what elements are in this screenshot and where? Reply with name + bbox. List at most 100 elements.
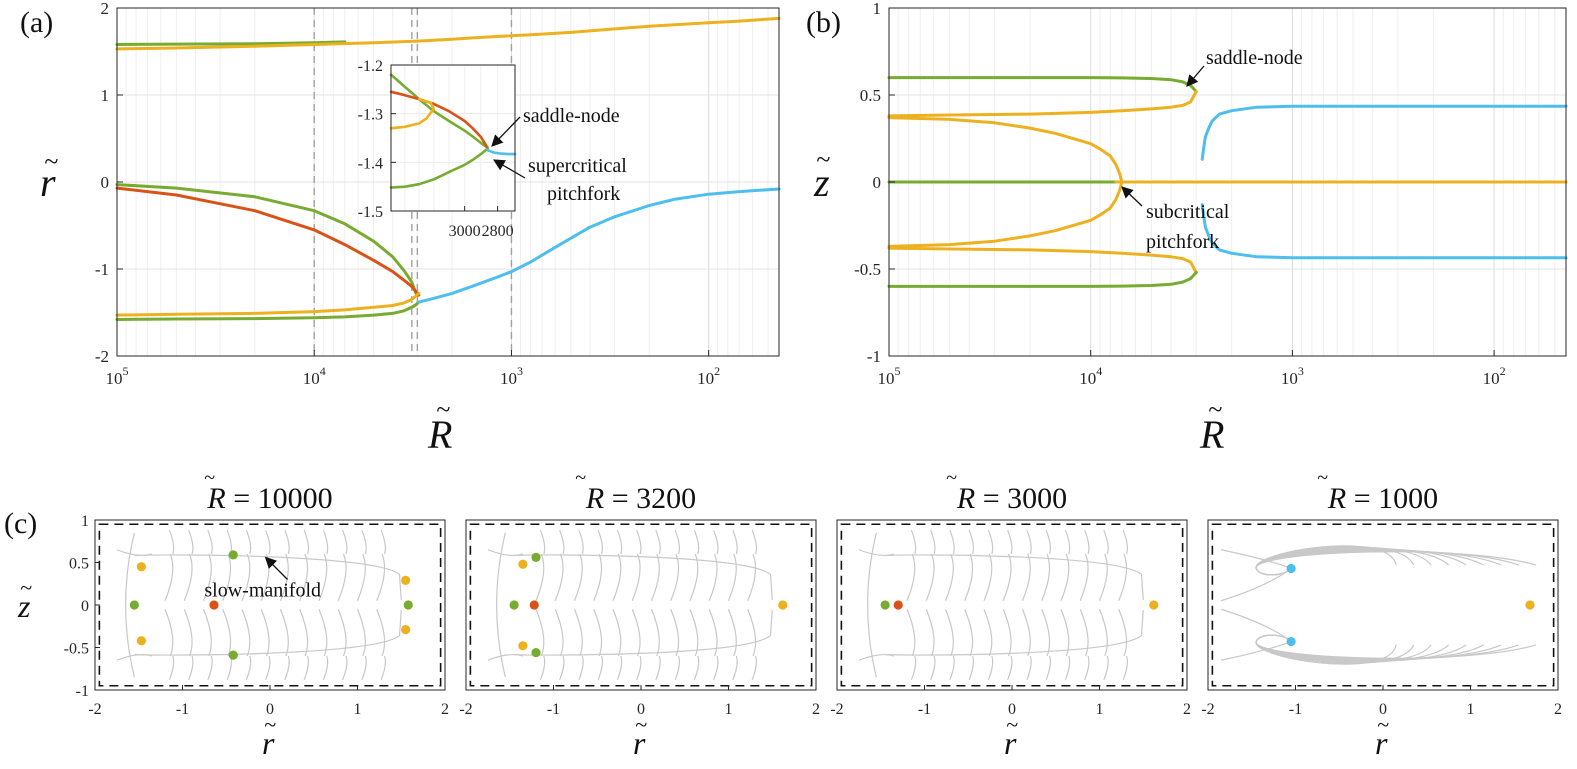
- fixed-point-orange: [401, 575, 411, 585]
- flow-line-approach-top-1: [693, 655, 700, 681]
- panel-c-xtick-label: 2: [441, 701, 449, 718]
- flow-line-spiral-3: [1255, 634, 1397, 665]
- panel-c-title: R = 1000: [1327, 482, 1438, 515]
- flow-line-approach-2: [944, 609, 954, 657]
- flow-line-approach-top-0: [284, 655, 290, 681]
- flow-line-approach-2: [1079, 609, 1089, 657]
- inset-ticks: -1.2 -1.3 -1.4 -1.5 3000 2800: [358, 58, 514, 240]
- fixed-point-green: [228, 550, 238, 560]
- panel-c-xtick-label: 0: [637, 701, 645, 718]
- panel-a-ytick-label: -1: [95, 260, 109, 279]
- flow-line-approach-top-1: [578, 655, 584, 681]
- panel-c-xtick-label: -1: [176, 701, 189, 718]
- annotation-slow-manifold: slow-manifold: [204, 580, 321, 602]
- flow-line-approach-0: [164, 609, 174, 657]
- panel-c-ytick-label: 0: [81, 598, 89, 615]
- annotation-pitchfork-b: pitchfork: [1146, 231, 1219, 253]
- flow-line-approach-top-1: [616, 529, 623, 555]
- flow-line-approach-top-2: [1045, 529, 1051, 555]
- flow-line-approach-1: [535, 609, 545, 657]
- flow-line-approach-0: [299, 553, 309, 601]
- flow-line-spiral-in-3: [1220, 608, 1292, 643]
- flow-line-approach-2: [906, 609, 916, 657]
- flow-line-approach-2: [1098, 609, 1108, 657]
- flow-line-approach-top-0: [265, 655, 271, 681]
- panel-c-title-tilde: ~: [204, 467, 215, 489]
- flow-line-approach-top-2: [1007, 655, 1013, 681]
- flow-line-approach-0: [337, 609, 347, 657]
- flow-line-approach-top-0: [380, 529, 386, 555]
- flow-line-approach-0: [376, 609, 386, 657]
- flow-line-approach-top-2: [930, 655, 936, 681]
- flow-line-approach-top-1: [693, 529, 700, 555]
- panel-c-title: R = 10000: [206, 482, 332, 515]
- flow-line-approach-0: [279, 609, 289, 657]
- panel-c-ytick-label: 1: [81, 513, 89, 530]
- flow-line-approach-top-0: [226, 655, 232, 681]
- flow-line-approach-top-1: [655, 655, 661, 681]
- flow-line-approach-top-1: [732, 529, 738, 555]
- inset-ytick-label: -1.3: [358, 107, 383, 124]
- flow-line-approach-1: [631, 553, 641, 601]
- fixed-point-green: [880, 600, 890, 610]
- flow-line-approach-2: [1002, 553, 1012, 601]
- panel-c-dashed-domain: [469, 523, 813, 687]
- flow-line-approach-1: [631, 609, 641, 657]
- flow-line-approach-top-0: [342, 529, 348, 555]
- flow-line-approach-1: [708, 553, 718, 601]
- flow-line-approach-1: [689, 553, 699, 601]
- flow-line-approach-0: [183, 553, 193, 601]
- panel-a-series-orange-upper: [115, 16, 781, 51]
- panel-b-xtick-label: 102: [1483, 364, 1506, 388]
- panel-b-ytick-label: 0: [873, 173, 882, 192]
- flow-line-approach-0: [376, 553, 386, 601]
- flow-line-approach-top-1: [559, 655, 565, 681]
- fixed-point-blue: [1286, 563, 1296, 574]
- flow-line-approach-2: [925, 553, 935, 601]
- flow-line-approach-0: [241, 553, 251, 601]
- flow-line-approach-1: [650, 609, 660, 657]
- flow-line-approach-2: [925, 609, 935, 657]
- panel-c-xtick-label: -2: [459, 701, 472, 718]
- flow-line-approach-2: [1041, 553, 1051, 601]
- flow-line-approach-top-1: [655, 529, 661, 555]
- panel-a-xlabel-tilde: ~: [436, 395, 450, 424]
- panel-c-xlabel: r: [1375, 725, 1388, 761]
- panel-c-xtick-label: 1: [725, 701, 733, 718]
- panel-c-xtick-label: 2: [1183, 701, 1191, 718]
- flow-line-approach-top-1: [751, 655, 757, 681]
- flow-line-approach-top-0: [361, 529, 367, 555]
- flow-line-left-corner-1: [487, 654, 524, 661]
- panel-a-ytick-label: 2: [101, 0, 110, 18]
- flow-line-approach-0: [318, 609, 328, 657]
- flow-line-approach-top-0: [284, 529, 290, 555]
- flow-line-approach-top-2: [1084, 529, 1090, 555]
- panel-a-series-green-upper-ext: [115, 183, 418, 295]
- panel-a-series-green-lower: [115, 300, 421, 321]
- flow-line-approach-top-1: [674, 655, 680, 681]
- flow-line-approach-2: [964, 609, 974, 657]
- flow-line-approach-top-2: [930, 529, 936, 555]
- flow-line-approach-top-1: [597, 655, 603, 681]
- flow-line-approach-top-2: [910, 655, 917, 681]
- flow-line-approach-2: [1079, 553, 1089, 601]
- panel-c-xtick-label: -1: [918, 701, 931, 718]
- flow-line-left-edge-0: [125, 532, 135, 678]
- inset-ytick-label: -1.5: [358, 204, 383, 221]
- flow-line-approach-2: [1118, 553, 1128, 601]
- panel-c-ytick-label: 0.5: [69, 556, 89, 573]
- panel-b-xtick-label: 103: [1281, 364, 1304, 388]
- panel-c-subplot-3: -2 -1 0 1 2r~R = 1000~: [1201, 467, 1562, 761]
- flow-line-approach-top-0: [168, 655, 175, 681]
- flow-line-approach-0: [299, 609, 309, 657]
- flow-line-approach-top-0: [303, 655, 309, 681]
- panel-a-xtick-label: 103: [500, 364, 523, 388]
- flow-line-approach-top-1: [539, 655, 546, 681]
- panel-c-ylabel: z: [17, 588, 31, 624]
- fixed-point-orange: [1525, 600, 1535, 610]
- panel-b-xlabel: R ~: [1199, 395, 1224, 457]
- flow-line-approach-2: [906, 553, 916, 601]
- panel-c-xlabel: r: [262, 725, 275, 761]
- flow-line-rail-2: [885, 554, 1144, 600]
- flow-line-approach-top-2: [968, 655, 974, 681]
